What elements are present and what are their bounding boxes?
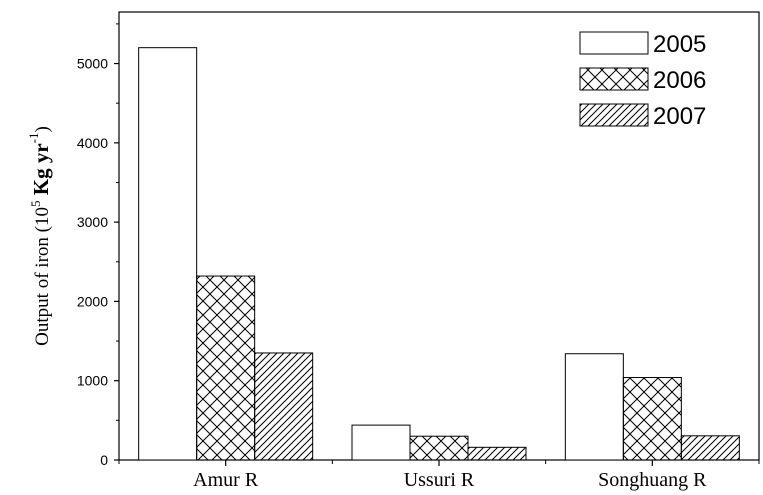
legend-label: 2006: [653, 67, 706, 94]
y-tick-label: 2000: [77, 293, 108, 309]
y-axis-label: Output of iron (105 Kg yr-1): [26, 126, 53, 346]
y-axis-label-exp2: -1: [26, 133, 41, 144]
legend-label: 2007: [653, 103, 706, 130]
y-tick-label: 4000: [77, 135, 108, 151]
legend: 2005 2006 2007: [579, 31, 706, 130]
bar-2005-songhuang-r: [564, 353, 624, 461]
y-tick-label: 1000: [77, 373, 108, 389]
y-axis: 0 1000 2000 3000 4000 5000: [77, 23, 119, 468]
bars-group: [138, 47, 740, 461]
y-axis-label-exp1: 5: [28, 201, 43, 208]
x-category-label: Amur R: [193, 469, 259, 491]
bar-2007-songhuang-r: [680, 435, 740, 461]
bar-2006-amur-r: [196, 275, 256, 461]
x-axis: Amur R Ussuri R Songhuang R: [118, 460, 760, 491]
legend-swatch-2005: [579, 31, 649, 55]
bar-2007-ussuri-r: [467, 446, 527, 461]
x-category-label: Ussuri R: [404, 469, 475, 491]
y-tick-label: 3000: [77, 214, 108, 230]
bar-2006-songhuang-r: [622, 377, 682, 461]
bar-2005-ussuri-r: [351, 424, 411, 461]
legend-swatch-2006: [579, 67, 649, 91]
y-tick-label: 0: [100, 452, 108, 468]
bar-2005-amur-r: [138, 47, 198, 461]
legend-label: 2005: [653, 31, 706, 58]
bar-2006-ussuri-r: [409, 435, 469, 461]
x-category-label: Songhuang R: [598, 469, 707, 491]
y-axis-label-suffix: ): [32, 126, 53, 132]
bar-2007-amur-r: [254, 352, 314, 461]
y-tick-label: 5000: [77, 56, 108, 72]
legend-swatch-2007: [579, 103, 649, 127]
y-axis-label-prefix: Output of iron (10: [32, 207, 53, 346]
y-axis-label-unit: Kg yr: [29, 143, 53, 200]
